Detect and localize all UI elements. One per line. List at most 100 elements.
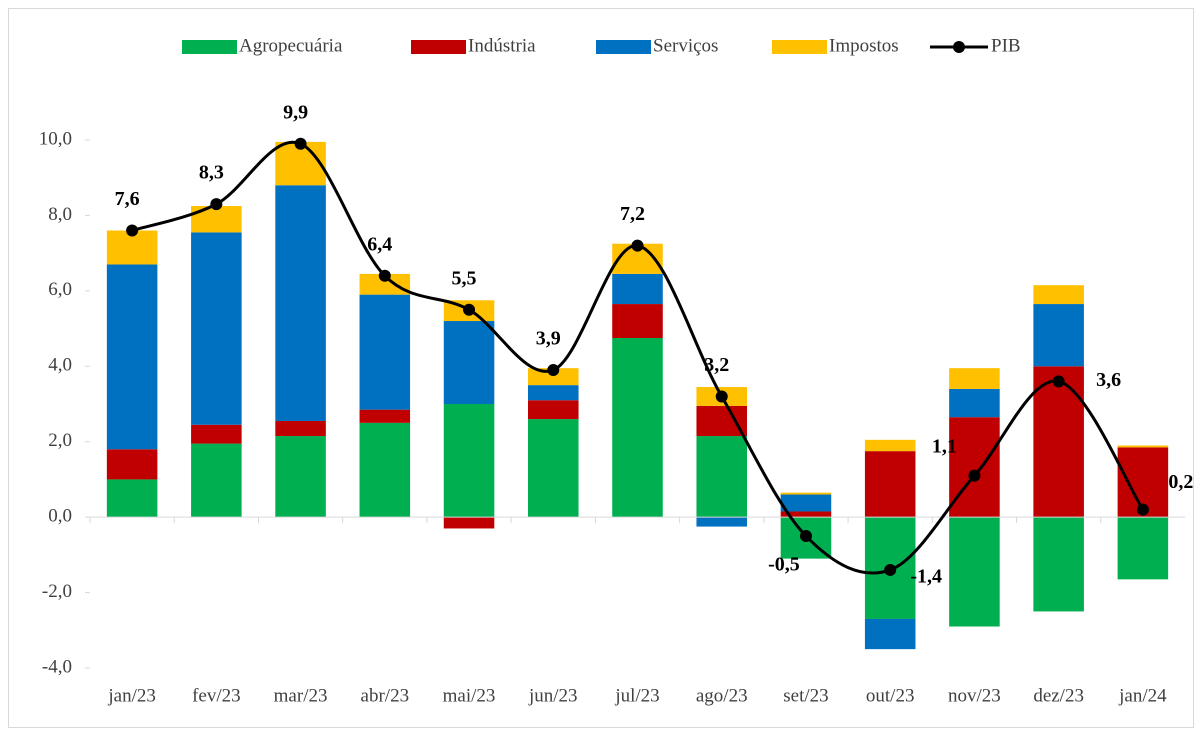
x-tick-label: fev/23 bbox=[192, 685, 241, 706]
bar-segment bbox=[191, 232, 242, 425]
bar-segment bbox=[528, 368, 579, 386]
bar-segment bbox=[1033, 366, 1084, 518]
x-tick-label: dez/23 bbox=[1033, 685, 1084, 706]
legend-label: PIB bbox=[991, 35, 1021, 56]
bar-segment bbox=[949, 417, 1000, 518]
chart-border bbox=[8, 8, 1194, 728]
bar-segment bbox=[275, 185, 326, 421]
data-label: 9,9 bbox=[283, 101, 308, 123]
bar-segment bbox=[191, 443, 242, 518]
bar-segment bbox=[1033, 304, 1084, 367]
bar-segment bbox=[612, 273, 663, 305]
data-label: -1,4 bbox=[910, 566, 942, 588]
legend-label: Serviços bbox=[653, 35, 718, 56]
x-tick-label: mai/23 bbox=[443, 685, 496, 706]
legend-label: Agropecuária bbox=[239, 35, 343, 56]
bar-segment bbox=[1117, 445, 1169, 448]
bar-segment bbox=[780, 511, 832, 518]
line-marker bbox=[463, 303, 476, 316]
legend-swatch bbox=[953, 41, 965, 53]
bar-segment bbox=[359, 273, 411, 295]
line-marker bbox=[126, 224, 139, 237]
data-label: 3,2 bbox=[704, 354, 729, 376]
legend-swatch bbox=[596, 40, 651, 54]
bar-segment bbox=[275, 436, 326, 518]
bar-segment bbox=[864, 439, 916, 452]
data-label: 3,6 bbox=[1096, 369, 1121, 391]
legend-label: Impostos bbox=[829, 35, 899, 56]
bar-segment bbox=[106, 264, 158, 450]
y-tick-label: 8,0 bbox=[48, 204, 72, 225]
bar-segment bbox=[528, 400, 579, 420]
bar-segment bbox=[696, 405, 747, 437]
line-marker bbox=[378, 269, 391, 282]
bar-segment bbox=[780, 494, 832, 512]
data-label: 0,2 bbox=[1168, 471, 1193, 493]
line-marker bbox=[715, 390, 728, 403]
bar-segment bbox=[1033, 285, 1084, 305]
legend-swatch bbox=[411, 40, 466, 54]
line-marker bbox=[968, 469, 981, 482]
y-tick-label: 4,0 bbox=[48, 355, 72, 376]
x-tick-label: ago/23 bbox=[696, 685, 748, 706]
bar-segment bbox=[696, 436, 747, 518]
data-label: 3,9 bbox=[536, 328, 561, 350]
data-label: 7,6 bbox=[115, 188, 140, 210]
x-tick-label: jun/23 bbox=[528, 685, 578, 706]
data-label: 8,3 bbox=[199, 162, 224, 184]
bar-segment bbox=[359, 409, 411, 423]
x-tick-label: set/23 bbox=[783, 685, 828, 706]
data-label: 6,4 bbox=[367, 233, 392, 255]
data-label: 1,1 bbox=[932, 435, 957, 457]
line-marker bbox=[294, 137, 307, 150]
x-tick-label: jan/23 bbox=[107, 685, 156, 706]
bar-segment bbox=[528, 385, 579, 401]
bar-segment bbox=[612, 338, 663, 518]
y-tick-label: 2,0 bbox=[48, 430, 72, 451]
bar-segment bbox=[443, 404, 495, 518]
bar-segment bbox=[949, 368, 1000, 389]
y-tick-label: 6,0 bbox=[48, 279, 72, 300]
x-tick-label: jan/24 bbox=[1118, 685, 1167, 706]
bar-segment bbox=[1033, 517, 1084, 612]
legend-swatch bbox=[772, 40, 827, 54]
x-tick-label: out/23 bbox=[866, 685, 915, 706]
bar-segment bbox=[106, 449, 158, 480]
x-tick-label: nov/23 bbox=[948, 685, 1001, 706]
line-marker bbox=[631, 239, 644, 252]
bar-segment bbox=[949, 388, 1000, 418]
bar-segment bbox=[864, 618, 916, 650]
line-marker bbox=[799, 530, 812, 542]
line-marker bbox=[884, 563, 897, 576]
bar-segment bbox=[106, 479, 158, 518]
legend-label: Indústria bbox=[468, 35, 536, 56]
bar-segment bbox=[612, 304, 663, 338]
bar-segment bbox=[949, 517, 1000, 627]
line-marker bbox=[210, 198, 223, 211]
bar-segment bbox=[359, 294, 411, 410]
x-tick-label: mar/23 bbox=[274, 685, 328, 706]
bar-segment bbox=[191, 424, 242, 444]
bar-segment bbox=[528, 419, 579, 518]
bar-segment bbox=[1117, 517, 1169, 580]
bar-segment bbox=[443, 517, 495, 529]
y-tick-label: 0,0 bbox=[48, 506, 72, 527]
y-tick-label: 10,0 bbox=[39, 128, 72, 149]
line-marker bbox=[1136, 503, 1149, 516]
x-tick-label: abr/23 bbox=[361, 685, 410, 706]
bar-segment bbox=[864, 451, 916, 518]
bar-segment bbox=[275, 420, 326, 437]
legend-swatch bbox=[182, 40, 237, 54]
line-marker bbox=[1052, 375, 1065, 388]
data-label: 5,5 bbox=[452, 267, 477, 289]
bar-segment bbox=[443, 321, 495, 404]
bar-segment bbox=[696, 517, 747, 527]
data-label: 7,2 bbox=[620, 203, 645, 225]
x-tick-label: jul/23 bbox=[614, 685, 659, 706]
y-tick-label: -4,0 bbox=[42, 656, 72, 677]
bar-segment bbox=[359, 422, 411, 518]
line-marker bbox=[547, 364, 560, 377]
y-tick-label: -2,0 bbox=[42, 581, 72, 602]
data-label: -0,5 bbox=[768, 554, 800, 576]
